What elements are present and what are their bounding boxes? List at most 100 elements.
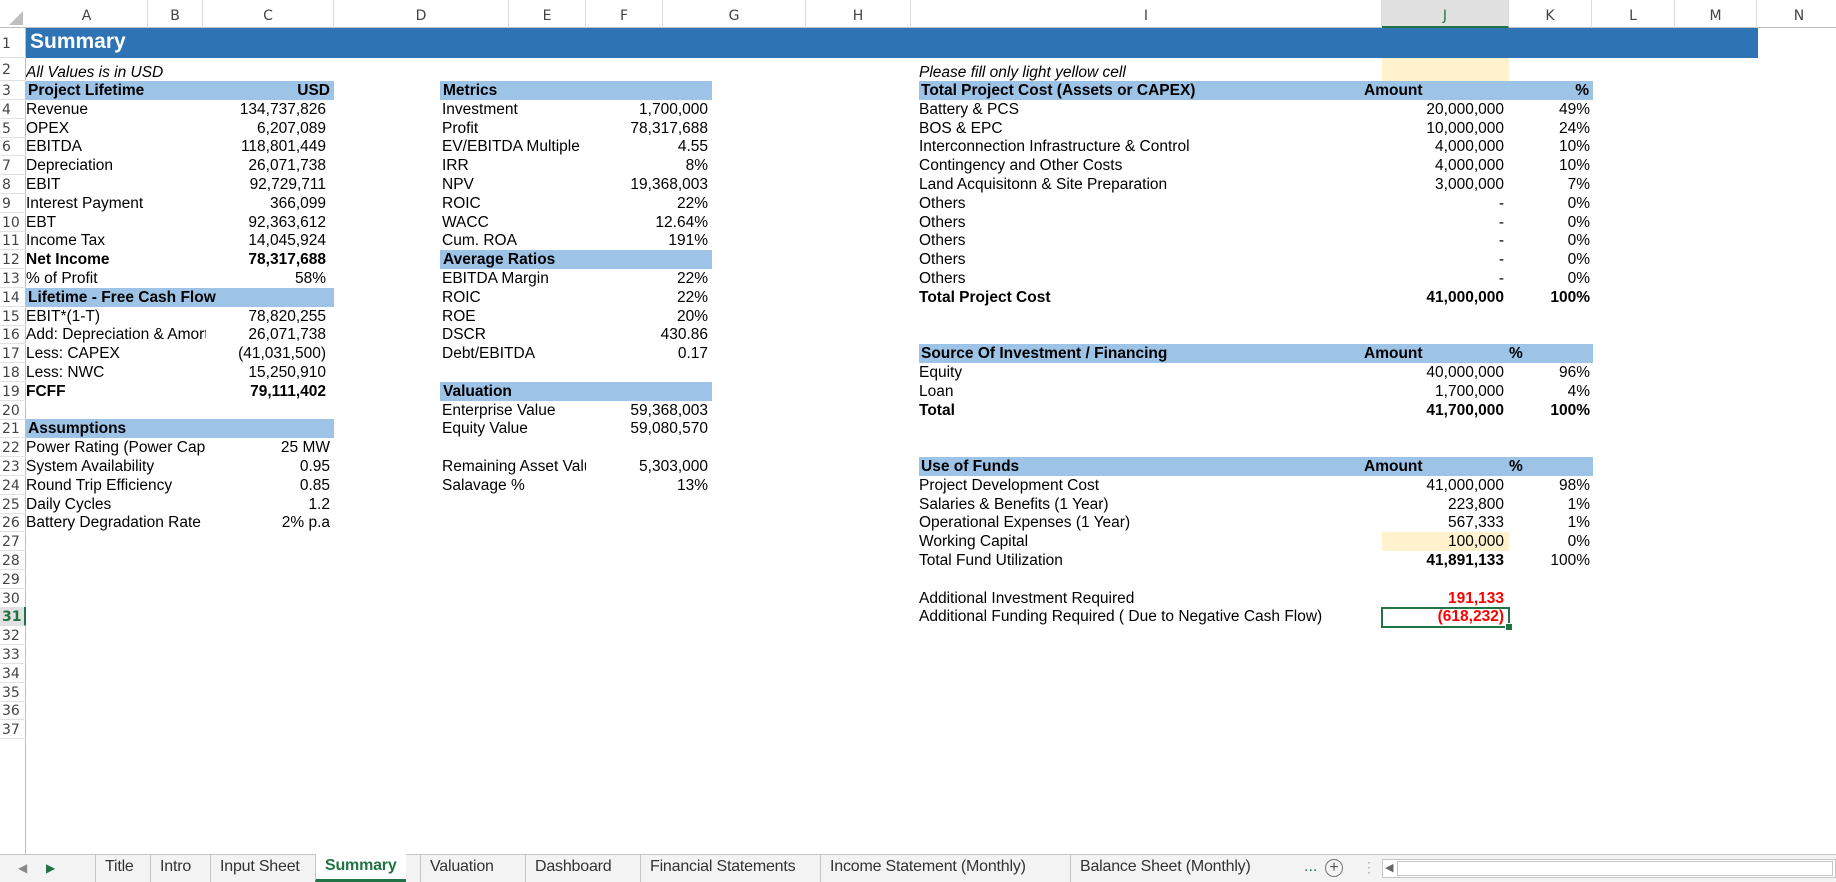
column-header-i[interactable]: I	[911, 0, 1382, 28]
project-cost-row-pct[interactable]: 7%	[1567, 176, 1590, 193]
tab-intro[interactable]: Intro	[150, 855, 200, 882]
valuation-row-value[interactable]: 59,368,003	[630, 402, 708, 419]
project-lifetime-row-value[interactable]: 134,737,826	[239, 101, 326, 118]
average-ratio-row-value[interactable]: 430.86	[660, 326, 708, 343]
financing-row-amount[interactable]: 40,000,000	[1426, 364, 1504, 381]
column-header-m[interactable]: M	[1675, 0, 1757, 28]
project-cost-row-amount[interactable]: 4,000,000	[1435, 157, 1504, 174]
financing-row-total-amount[interactable]: 41,700,000	[1426, 402, 1504, 419]
row-header-26[interactable]: 26	[0, 513, 26, 532]
row-header-23[interactable]: 23	[0, 457, 26, 476]
column-header-k[interactable]: K	[1509, 0, 1592, 28]
row-header-2[interactable]: 2	[0, 58, 26, 81]
row-header-37[interactable]: 37	[0, 720, 26, 739]
input-cell-working-capital[interactable]	[1382, 532, 1509, 551]
assumption-row-value[interactable]: 0.85	[299, 477, 330, 494]
financing-row-total-pct[interactable]: 100%	[1550, 402, 1590, 419]
horizontal-scrollbar[interactable]: ◀	[1382, 859, 1836, 878]
tab-valuation[interactable]: Valuation	[420, 855, 503, 882]
tab-financial-statements[interactable]: Financial Statements	[640, 855, 804, 882]
metric-row-value[interactable]: 22%	[676, 195, 708, 212]
fcf-row-value[interactable]: (41,031,500)	[238, 345, 326, 362]
row-header-7[interactable]: 7	[0, 156, 26, 175]
selected-cell-j31[interactable]	[1381, 607, 1513, 631]
assumption-row-value[interactable]: 1.2	[308, 496, 330, 513]
row-header-32[interactable]: 32	[0, 626, 26, 645]
project-lifetime-row-value[interactable]: 58%	[294, 270, 326, 287]
scroll-tabs-left-icon[interactable]: ◀	[18, 861, 28, 875]
project-cost-row-pct[interactable]: 0%	[1567, 214, 1590, 231]
project-cost-row-pct[interactable]: 0%	[1567, 232, 1590, 249]
row-header-24[interactable]: 24	[0, 476, 26, 495]
column-header-d[interactable]: D	[334, 0, 509, 28]
row-header-8[interactable]: 8	[0, 175, 26, 194]
scrollbar-thumb[interactable]	[1397, 861, 1833, 876]
financing-row-amount[interactable]: 1,700,000	[1435, 383, 1504, 400]
project-cost-row-amount[interactable]: -	[1498, 232, 1504, 249]
use-of-funds-row-amount[interactable]: 100,000	[1447, 533, 1504, 550]
row-header-36[interactable]: 36	[0, 701, 26, 720]
use-of-funds-row-pct[interactable]: 0%	[1567, 533, 1590, 550]
tab-splitter-handle[interactable]: ⋮	[1362, 859, 1376, 875]
project-cost-row-total-pct[interactable]: 100%	[1550, 289, 1590, 306]
metric-row-value[interactable]: 12.64%	[655, 214, 708, 231]
project-cost-row-amount[interactable]: 3,000,000	[1435, 176, 1504, 193]
additional-row-value[interactable]: (618,232)	[1437, 608, 1504, 625]
use-of-funds-row-pct[interactable]: 1%	[1567, 514, 1590, 531]
row-header-5[interactable]: 5	[0, 119, 26, 138]
select-all-corner[interactable]	[0, 0, 26, 28]
row-header-4[interactable]: 4	[0, 100, 26, 119]
use-of-funds-row-total-amount[interactable]: 41,891,133	[1426, 552, 1504, 569]
row-header-25[interactable]: 25	[0, 495, 26, 514]
project-lifetime-row-value[interactable]: 92,363,612	[248, 214, 326, 231]
row-header-6[interactable]: 6	[0, 137, 26, 156]
row-header-19[interactable]: 19	[0, 382, 26, 401]
tab-summary[interactable]: Summary	[315, 854, 406, 882]
average-ratio-row-value[interactable]: 0.17	[677, 345, 708, 362]
column-header-n[interactable]: N	[1793, 8, 1805, 24]
project-cost-row-pct[interactable]: 0%	[1567, 195, 1590, 212]
use-of-funds-row-pct[interactable]: 98%	[1558, 477, 1590, 494]
row-header-11[interactable]: 11	[0, 231, 26, 250]
metric-row-value[interactable]: 4.55	[677, 138, 708, 155]
row-header-31[interactable]: 31	[0, 607, 26, 626]
project-cost-row-amount[interactable]: -	[1498, 270, 1504, 287]
metric-row-value[interactable]: 191%	[668, 232, 708, 249]
project-cost-row-pct[interactable]: 0%	[1567, 251, 1590, 268]
scroll-tabs-right-icon[interactable]: ▶	[46, 861, 56, 875]
row-header-30[interactable]: 30	[0, 589, 26, 608]
row-header-35[interactable]: 35	[0, 683, 26, 702]
project-cost-row-amount[interactable]: -	[1498, 214, 1504, 231]
column-header-l[interactable]: L	[1592, 0, 1675, 28]
row-header-22[interactable]: 22	[0, 438, 26, 457]
use-of-funds-row-amount[interactable]: 223,800	[1447, 496, 1504, 513]
valuation-extra-value[interactable]: 13%	[676, 477, 708, 494]
row-header-15[interactable]: 15	[0, 307, 26, 326]
use-of-funds-row-pct[interactable]: 1%	[1567, 496, 1590, 513]
column-header-b[interactable]: B	[148, 0, 203, 28]
fcf-row-value[interactable]: 78,820,255	[248, 308, 326, 325]
additional-row-value[interactable]: 191,133	[1447, 590, 1504, 607]
average-ratio-row-value[interactable]: 22%	[676, 270, 708, 287]
metric-row-value[interactable]: 78,317,688	[630, 120, 708, 137]
metric-row-value[interactable]: 1,700,000	[639, 101, 708, 118]
project-cost-row-amount[interactable]: -	[1498, 195, 1504, 212]
fcf-row-value[interactable]: 79,111,402	[250, 383, 326, 400]
column-header-f[interactable]: F	[586, 0, 663, 28]
column-header-h[interactable]: H	[806, 0, 911, 28]
row-header-10[interactable]: 10	[0, 213, 26, 232]
row-header-34[interactable]: 34	[0, 664, 26, 683]
sheet-grid[interactable]: Summary All Values is in USD Please fill…	[26, 28, 1836, 854]
more-tabs-ellipsis[interactable]: ...	[1304, 858, 1318, 875]
row-header-3[interactable]: 3	[0, 81, 26, 100]
tab-title[interactable]: Title	[95, 855, 143, 882]
project-lifetime-row-value[interactable]: 78,317,688	[248, 251, 326, 268]
row-header-18[interactable]: 18	[0, 363, 26, 382]
tab-income-statement-monthly[interactable]: Income Statement (Monthly)	[820, 855, 1035, 882]
row-header-1[interactable]: 1	[0, 28, 26, 58]
row-header-20[interactable]: 20	[0, 401, 26, 420]
row-header-16[interactable]: 16	[0, 325, 26, 344]
row-header-12[interactable]: 12	[0, 250, 26, 269]
row-header-29[interactable]: 29	[0, 570, 26, 589]
column-header-g[interactable]: G	[663, 0, 806, 28]
